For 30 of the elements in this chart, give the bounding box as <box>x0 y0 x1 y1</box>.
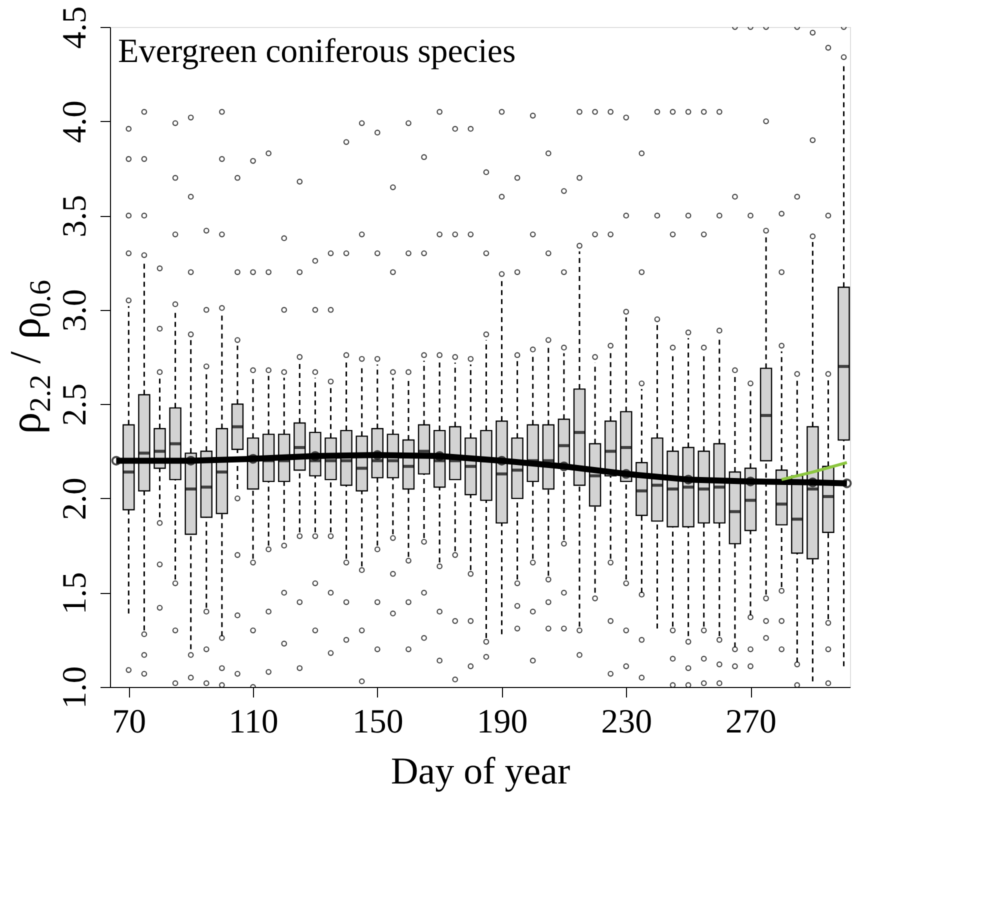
point <box>434 451 444 461</box>
point <box>621 469 632 479</box>
x-tick-label: 110 <box>228 704 278 740</box>
point <box>683 474 694 484</box>
x-tick-label: 230 <box>601 704 652 740</box>
point <box>186 456 196 466</box>
y-tick-label: 1.5 <box>56 572 94 614</box>
x-tick-label: 70 <box>112 704 146 740</box>
y-axis-title: ρ2.2 / ρ0.6 <box>1 280 57 434</box>
y-tick-label: 2.5 <box>56 383 94 426</box>
y-tick-label: 4.5 <box>56 6 94 49</box>
point <box>559 462 569 472</box>
x-axis-title: Day of year <box>390 750 571 792</box>
y-tick-label: 3.5 <box>56 194 94 238</box>
point <box>310 451 320 461</box>
x-tick-label: 190 <box>476 704 528 740</box>
point <box>842 478 852 488</box>
x-tick-label: 270 <box>726 704 777 740</box>
point <box>746 476 756 486</box>
y-tick-label: 2.0 <box>56 478 94 520</box>
point <box>496 456 507 466</box>
point <box>248 454 258 464</box>
annotation: Evergreen coniferous species <box>118 33 516 70</box>
point <box>372 450 382 460</box>
point <box>808 478 818 488</box>
y-tick-label: 1.0 <box>56 666 94 709</box>
y-tick-label: 3.0 <box>56 289 94 332</box>
point <box>111 456 122 466</box>
y-tick-label: 4.0 <box>56 100 94 144</box>
x-tick-label: 150 <box>352 704 404 740</box>
